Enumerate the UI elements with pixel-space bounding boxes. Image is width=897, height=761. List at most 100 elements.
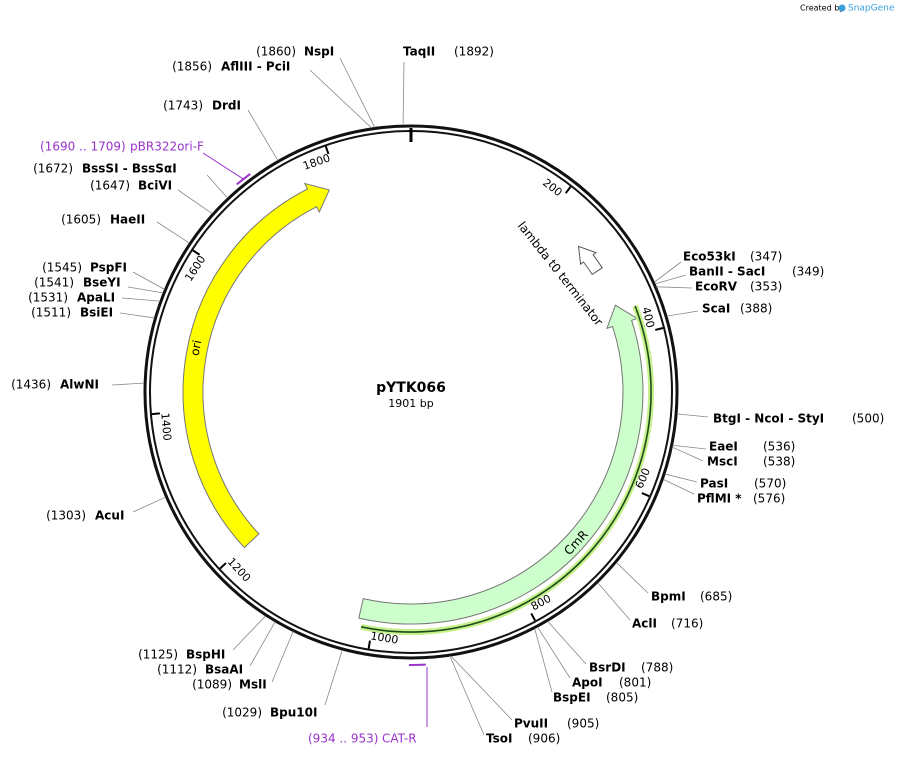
site-position: (1531) xyxy=(28,291,68,305)
primer-name: CAT-R xyxy=(382,732,417,746)
site-position: (1672) xyxy=(33,162,73,176)
site-leader xyxy=(128,287,163,293)
site-name: ScaI xyxy=(702,302,730,316)
site-position: (716) xyxy=(671,617,703,631)
site-leader xyxy=(450,656,484,735)
site-leader xyxy=(178,190,212,214)
site-position: (1125) xyxy=(138,648,178,662)
site-name: PasI xyxy=(700,477,728,491)
site-name: BsrDI xyxy=(589,661,626,675)
site-name: BseYI xyxy=(83,276,121,290)
site-position: (538) xyxy=(763,455,795,469)
site-name: EcoRV xyxy=(695,280,738,294)
site-leader xyxy=(120,313,154,318)
site-position: (353) xyxy=(750,280,782,294)
site-leader xyxy=(667,311,698,316)
site-leader xyxy=(207,175,228,198)
site-name: Bpu10I xyxy=(270,706,317,720)
site-position: (347) xyxy=(750,250,782,264)
site-leader xyxy=(673,445,706,449)
site-name: MscI xyxy=(707,455,738,469)
site-leader xyxy=(340,58,375,127)
primer-name: pBR322ori-F xyxy=(130,140,204,154)
site-leader xyxy=(535,629,552,692)
site-name: AclI xyxy=(632,617,657,631)
site-position: (906) xyxy=(528,732,560,746)
site-position: (536) xyxy=(763,440,795,454)
created-by: Created by xyxy=(800,4,844,13)
scale-tick xyxy=(566,187,571,193)
site-name: PspFI xyxy=(90,261,127,275)
site-leader xyxy=(325,650,342,705)
site-leader xyxy=(133,272,165,289)
site-position: (1303) xyxy=(46,509,86,523)
site-leader xyxy=(157,222,189,243)
site-name: BpmI xyxy=(651,590,686,604)
site-leader xyxy=(663,479,694,494)
site-leader xyxy=(248,110,278,161)
site-position: (685) xyxy=(700,590,732,604)
site-leader xyxy=(112,383,144,385)
site-name: BspEI xyxy=(553,691,591,705)
site-leader xyxy=(677,414,708,417)
site-position: (349) xyxy=(792,265,824,279)
site-leader xyxy=(133,497,166,512)
site-leader xyxy=(672,447,703,461)
site-leader xyxy=(538,627,570,678)
ori-arrow xyxy=(183,184,329,548)
site-leader xyxy=(654,262,681,282)
site-position: (1511) xyxy=(31,306,71,320)
site-position: (1089) xyxy=(192,678,232,692)
site-position: (576) xyxy=(753,492,785,506)
site-leader xyxy=(655,275,686,284)
site-position: (1112) xyxy=(157,663,197,677)
site-name: PvuII xyxy=(514,717,548,731)
site-name: AcuI xyxy=(95,509,124,523)
site-position: (801) xyxy=(619,676,651,690)
site-name: ApoI xyxy=(572,676,603,690)
site-name: HaeII xyxy=(110,213,145,227)
site-position: (1743) xyxy=(163,99,203,113)
site-name: AflIII - PciI xyxy=(221,60,290,74)
site-position: (1029) xyxy=(222,706,262,720)
site-name: TaqII xyxy=(403,45,435,59)
scale-tick xyxy=(642,493,649,496)
site-leader xyxy=(403,62,404,125)
site-position: (570) xyxy=(754,477,786,491)
site-leader xyxy=(272,632,293,682)
primer-leader xyxy=(203,153,243,179)
primer-range: (1690 .. 1709) xyxy=(40,140,126,154)
scale-tick xyxy=(655,328,663,330)
site-name: PflMI * xyxy=(697,492,742,506)
site-position: (1436) xyxy=(11,378,51,392)
site-position: (1892) xyxy=(454,45,494,59)
site-name: NspI xyxy=(304,45,334,59)
brand-icon xyxy=(839,5,846,12)
site-name: BtgI - NcoI - StyI xyxy=(713,412,824,426)
scale-label: 1400 xyxy=(158,412,173,441)
site-name: MslI xyxy=(239,678,267,692)
site-leader xyxy=(598,583,630,620)
site-name: DrdI xyxy=(212,99,241,113)
site-name: Eco53kI xyxy=(683,250,736,264)
site-position: (1545) xyxy=(42,261,82,275)
site-position: (388) xyxy=(740,302,772,316)
site-position: (805) xyxy=(606,691,638,705)
site-position: (1647) xyxy=(90,179,130,193)
site-name: BssSI - BssSαI xyxy=(82,162,177,176)
cmr-arrow xyxy=(359,305,643,624)
plasmid-name: pYTK066 xyxy=(376,380,446,396)
site-leader xyxy=(451,656,512,720)
site-leader xyxy=(656,287,692,288)
site-position: (1541) xyxy=(34,276,74,290)
brand: SnapGene xyxy=(848,4,895,14)
site-position: (1605) xyxy=(61,213,101,227)
site-name: AlwNI xyxy=(60,378,99,392)
site-position: (1856) xyxy=(172,60,212,74)
site-name: EaeI xyxy=(709,440,738,454)
site-leader xyxy=(665,474,697,482)
site-name: BanII - SacI xyxy=(689,265,765,279)
site-name: BsaAI xyxy=(205,663,243,677)
plasmid-length: 1901 bp xyxy=(388,397,433,410)
